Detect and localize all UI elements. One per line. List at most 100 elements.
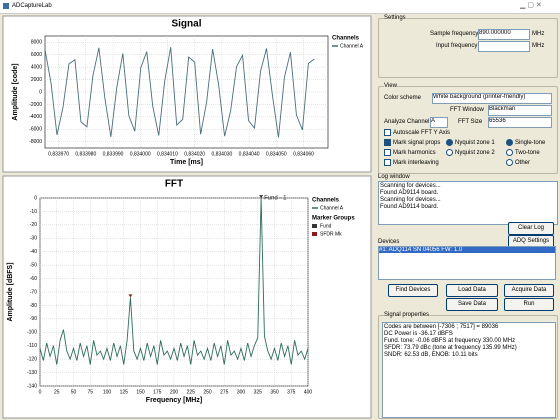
legend-title: Channels [332,36,360,42]
checkbox-label: Mark interleaving [393,160,439,167]
checkbox-label: Mark harmonics [393,150,436,157]
log-line: Found AD9114 board. [380,204,439,210]
devices-list[interactable]: #1: ADQ114 SN 04056 FW: 1.0 [378,246,556,280]
find-devices-button[interactable]: Find Devices [388,284,438,297]
device-item[interactable]: #1: ADQ114 SN 04056 FW: 1.0 [379,247,555,253]
checkbox[interactable]: Autoscale FFT Y Axis [384,129,450,136]
x-tick-label: 125 [120,389,129,395]
group-title: Devices [378,239,400,245]
group-title: View [384,83,397,89]
window-title: ADCaptureLab [12,3,52,9]
y-tick-label: -120 [27,356,37,362]
fft-size-combo[interactable]: 65536 [488,117,552,128]
group-title: Log window [378,174,410,180]
x-tick-label: 400 [304,389,313,395]
settings-group [378,18,558,78]
x-tick-label: 100 [103,389,112,395]
load-data-button[interactable]: Load Data [446,284,498,297]
title-bar [0,0,560,14]
legend-swatch [312,232,317,236]
x-tick-label: 0,834010 [157,151,178,157]
legend-title: Marker Groups [312,216,355,222]
label: FFT Window [450,107,484,113]
legend-entry: Fund [320,223,332,229]
y-tick-label: -10 [30,209,37,215]
unit: MHz [532,31,545,37]
radio[interactable]: Single-tone [506,139,545,146]
x-tick-label: 200 [170,389,179,395]
log-line: Found AD9114 board. [380,190,439,196]
sample-frequency-input[interactable]: 890.000000 [478,29,530,40]
label: Sample frequency [430,31,479,37]
x-tick-label: 325 [254,389,263,395]
x-tick-label: 0,834050 [266,151,287,157]
x-tick-label: 0,834060 [293,151,314,157]
x-axis-label: Time [ms] [170,159,203,166]
y-tick-label: -70 [30,289,37,295]
y-axis-label: Amplitude [dBFS] [7,262,14,321]
channel-combo[interactable]: A [430,117,448,128]
radio[interactable]: Two-tone [506,149,540,156]
legend-entry: Channel A [320,205,344,211]
checkbox[interactable]: Mark interleaving [384,159,439,166]
series-line [39,198,309,365]
y-tick-label: -130 [27,370,37,376]
color-scheme-combo[interactable]: White background (printer-friendly) [432,93,552,104]
save-data-button[interactable]: Save Data [446,298,498,311]
y-tick-label: 6000 [31,52,42,58]
x-tick-label: 25 [54,389,60,395]
radio[interactable]: Other [506,159,530,166]
run-button[interactable]: Run [504,298,554,311]
chart-title: Signal [171,19,201,30]
app-icon [3,3,9,9]
label: Analyze Channel [384,119,430,125]
y-tick-label: -8000 [29,139,42,145]
x-tick-label: 250 [203,389,212,395]
fft-window-combo[interactable]: Blackman [488,105,552,116]
radio-label: Single-tone [515,140,546,147]
legend-entry: Channel A [340,43,364,49]
input-frequency-input[interactable] [478,41,530,52]
y-tick-label: -40 [30,249,37,255]
acquire-data-button[interactable]: Acquire Data [504,284,554,297]
y-tick-label: -20 [30,222,37,228]
log-window: Scanning for devices... Found AD9114 boar… [378,181,558,225]
y-tick-label: -80 [30,303,37,309]
y-tick-label: -60 [30,276,37,282]
checkbox[interactable]: Mark signal props [384,139,440,146]
x-tick-label: 175 [153,389,162,395]
x-tick-label: 50 [71,389,77,395]
x-tick-label: 0,834040 [239,151,260,157]
chart-title: FFT [165,179,183,190]
clear-log-button[interactable]: Clear Log [508,222,554,235]
y-axis-label: Amplitude [code] [12,63,19,120]
x-tick-label: 150 [136,389,145,395]
y-tick-label: -30 [30,236,37,242]
property-line: Fund. tone: -0.06 dBFS at frequency 330.… [384,338,516,344]
group-title: Signal properties [384,312,430,318]
property-line: SFDR: 73.79 dBc (tone at frequency 135.9… [384,345,517,351]
signal-properties-group [378,315,558,419]
x-tick-label: 0 [39,389,42,395]
radio[interactable]: Nyquist zone 1 [446,139,495,146]
x-axis-label: Frequency [MHz] [146,397,202,404]
checkbox[interactable]: Mark harmonics [384,149,436,156]
x-tick-label: 275 [220,389,229,395]
window-controls[interactable]: ▁ ▢ ✕ [520,2,542,9]
y-tick-label: 4000 [31,64,42,70]
x-tick-label: 375 [287,389,296,395]
x-tick-label: 75 [87,389,93,395]
label: Color scheme [384,95,422,101]
plot-area [44,35,329,149]
marker [128,294,133,298]
radio[interactable]: Nyquist zone 2 [446,149,495,156]
radio-label: Nyquist zone 1 [455,140,495,147]
x-tick-label: 0,833990 [103,151,124,157]
legend-title: Channels [312,198,340,204]
property-line: SNDR: 62.53 dB, ENOB: 10.11 bits [384,352,478,358]
log-line: Scanning for devices... [380,183,441,189]
radio-label: Nyquist zone 2 [455,150,495,157]
view-group [378,86,558,174]
property-line: Codes are between [-7306 ; 7517] = 89036 [384,324,499,330]
